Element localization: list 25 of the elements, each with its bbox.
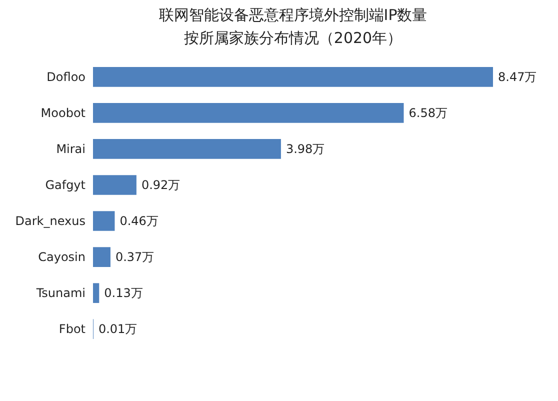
data-label: 0.01万 xyxy=(98,322,138,336)
bar xyxy=(93,283,100,303)
data-label: 0.37万 xyxy=(115,250,154,264)
y-tick-label: Cayosin xyxy=(38,250,86,264)
bar xyxy=(93,175,136,195)
y-tick-label: Moobot xyxy=(40,106,86,120)
data-label: 3.98万 xyxy=(286,142,325,156)
bar xyxy=(93,103,404,123)
y-tick-label: Mirai xyxy=(56,142,86,156)
bar xyxy=(93,139,281,159)
y-tick-label: Gafgyt xyxy=(45,178,86,192)
bar xyxy=(93,67,493,87)
bar xyxy=(93,247,110,267)
data-label: 0.13万 xyxy=(104,286,143,300)
data-label: 8.47万 xyxy=(498,70,537,84)
data-label: 0.46万 xyxy=(120,214,158,228)
y-tick-label: Tsunami xyxy=(35,286,86,300)
data-label: 0.92万 xyxy=(141,178,180,192)
y-tick-label: Fbot xyxy=(58,322,86,336)
y-tick-label: Dark_nexus xyxy=(15,214,86,228)
data-label: 6.58万 xyxy=(408,106,448,120)
chart-title: 联网智能设备恶意程序境外控制端IP数量 xyxy=(158,6,428,24)
bar xyxy=(93,211,115,231)
y-tick-label: Dofloo xyxy=(46,70,86,84)
chart-subtitle: 按所属家族分布情况（2020年） xyxy=(184,29,402,47)
